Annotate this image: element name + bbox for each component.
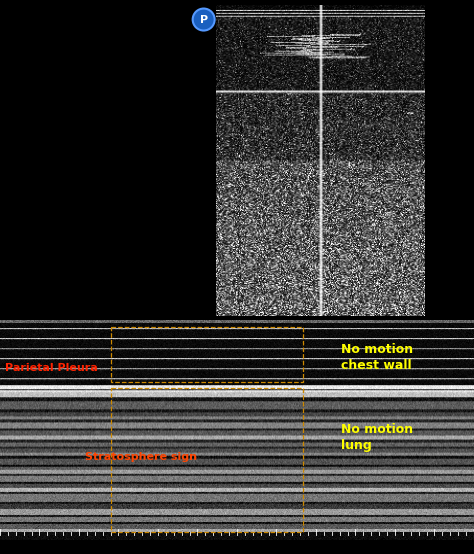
Circle shape xyxy=(192,8,215,30)
Text: Stratosphere sign: Stratosphere sign xyxy=(85,452,197,462)
Bar xyxy=(111,327,303,382)
Text: No motion
lung: No motion lung xyxy=(341,423,413,452)
Text: Parietal Pleura: Parietal Pleura xyxy=(5,363,98,373)
Text: No motion
chest wall: No motion chest wall xyxy=(341,343,413,372)
Text: P: P xyxy=(200,14,208,24)
Bar xyxy=(111,388,303,532)
